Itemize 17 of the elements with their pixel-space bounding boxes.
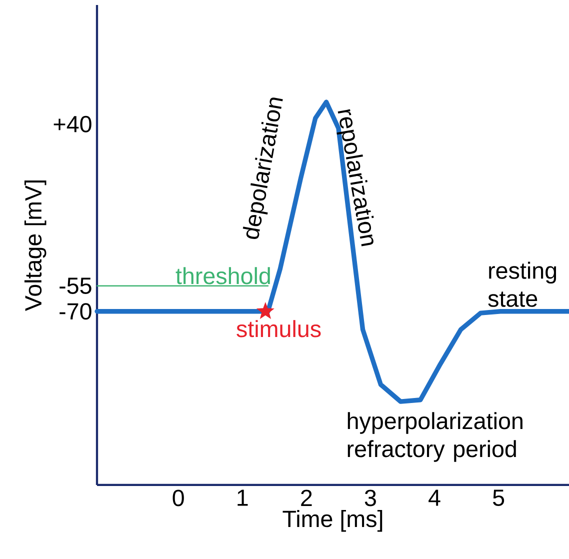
y-tick-label: -55 [60,278,92,294]
series-label: stimulus [236,320,321,338]
x-tick-label: 5 [493,490,504,506]
y-axis-title: Voltage [mV] [24,180,46,312]
x-axis-title: Time [ms] [282,510,382,532]
line-series [94,100,569,404]
annotation: hyperpolarization refractory period [348,412,522,462]
y-tick-label: +40 [54,116,92,132]
x-tick-label: 4 [428,490,440,506]
annotation: resting state [488,262,556,307]
annotation: repolarization [336,109,374,246]
y-tick-label: -70 [60,303,92,320]
x-tick-label: 1 [238,490,248,506]
x-tick-label: 0 [172,490,184,506]
series-label: threshold [176,267,270,284]
x-tick-label: 2 [301,490,312,506]
x-tick-label: 3 [364,490,376,506]
